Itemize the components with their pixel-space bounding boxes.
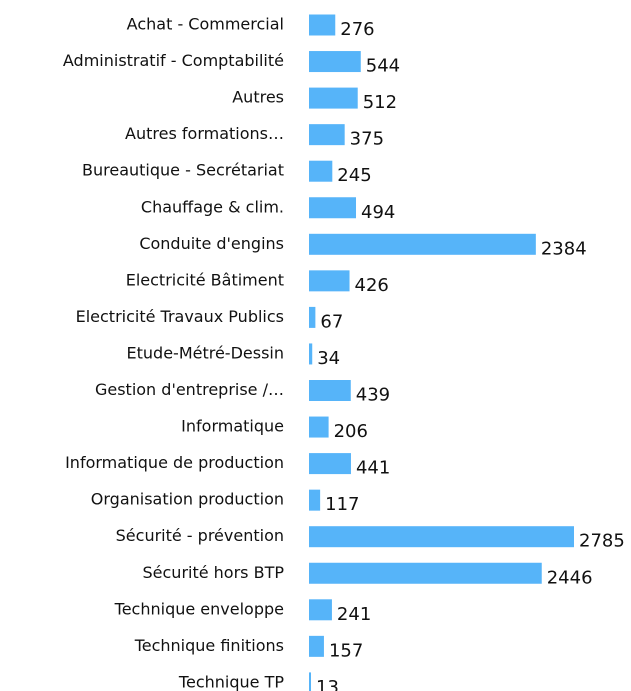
bar bbox=[309, 453, 351, 475]
bar bbox=[309, 599, 332, 621]
category-label: Gestion d'entreprise /… bbox=[95, 380, 284, 399]
value-label: 439 bbox=[356, 385, 390, 406]
category-label: Achat - Commercial bbox=[127, 15, 284, 34]
category-label: Organisation production bbox=[91, 490, 284, 509]
category-label: Chauffage & clim. bbox=[141, 197, 284, 216]
bar bbox=[309, 14, 336, 36]
bar bbox=[309, 160, 333, 182]
category-label: Sécurité - prévention bbox=[116, 526, 284, 545]
value-label: 157 bbox=[329, 640, 363, 661]
category-label: Informatique de production bbox=[65, 453, 284, 472]
bar bbox=[309, 635, 324, 657]
value-label: 494 bbox=[361, 202, 395, 223]
bar bbox=[309, 51, 361, 73]
bar bbox=[309, 380, 351, 401]
bar bbox=[309, 124, 345, 146]
value-label: 117 bbox=[325, 494, 359, 515]
category-label: Technique TP bbox=[178, 672, 284, 691]
value-label: 2384 bbox=[541, 238, 587, 259]
bar bbox=[309, 233, 536, 255]
value-label: 544 bbox=[366, 56, 400, 77]
bar bbox=[309, 343, 313, 365]
value-label: 34 bbox=[317, 348, 340, 369]
bar bbox=[309, 672, 311, 691]
bar bbox=[309, 562, 542, 584]
bar bbox=[309, 197, 357, 219]
category-label: Technique enveloppe bbox=[114, 599, 284, 618]
value-label: 245 bbox=[337, 165, 371, 186]
bar bbox=[309, 526, 574, 548]
bar bbox=[309, 270, 350, 292]
category-label: Sécurité hors BTP bbox=[143, 563, 285, 582]
value-label: 512 bbox=[363, 92, 397, 113]
value-label: 375 bbox=[350, 129, 384, 150]
category-label: Administratif - Comptabilité bbox=[63, 51, 284, 70]
category-label: Bureautique - Secrétariat bbox=[82, 161, 284, 180]
value-label: 2785 bbox=[579, 531, 625, 552]
category-label: Technique finitions bbox=[134, 636, 284, 655]
value-label: 206 bbox=[334, 421, 368, 442]
value-label: 241 bbox=[337, 604, 371, 625]
value-label: 2446 bbox=[547, 567, 593, 588]
bar bbox=[309, 489, 321, 511]
value-label: 276 bbox=[340, 19, 374, 40]
value-label: 13 bbox=[316, 677, 339, 691]
category-label: Autres formations… bbox=[125, 124, 284, 143]
category-label: Etude-Métré-Dessin bbox=[127, 343, 284, 362]
bar bbox=[309, 306, 316, 328]
bar bbox=[309, 87, 358, 109]
category-label: Informatique bbox=[181, 417, 284, 436]
category-label: Electricité Travaux Publics bbox=[76, 307, 284, 326]
value-label: 67 bbox=[320, 311, 343, 332]
value-label: 441 bbox=[356, 458, 390, 479]
category-label: Conduite d'engins bbox=[139, 234, 284, 253]
category-label: Electricité Bâtiment bbox=[126, 270, 284, 289]
category-label: Autres bbox=[232, 88, 284, 107]
value-label: 426 bbox=[355, 275, 389, 296]
bar bbox=[309, 416, 329, 438]
